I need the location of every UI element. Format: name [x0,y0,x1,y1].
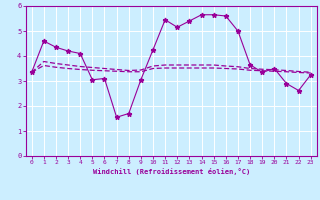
X-axis label: Windchill (Refroidissement éolien,°C): Windchill (Refroidissement éolien,°C) [92,168,250,175]
